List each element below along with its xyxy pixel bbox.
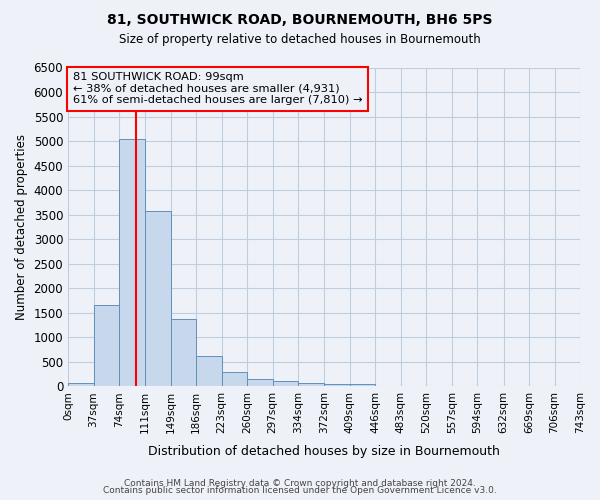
Bar <box>247 379 272 386</box>
Bar <box>68 383 94 386</box>
Text: 81, SOUTHWICK ROAD, BOURNEMOUTH, BH6 5PS: 81, SOUTHWICK ROAD, BOURNEMOUTH, BH6 5PS <box>107 12 493 26</box>
Bar <box>298 383 325 386</box>
Bar <box>119 138 145 386</box>
Text: Size of property relative to detached houses in Bournemouth: Size of property relative to detached ho… <box>119 32 481 46</box>
Text: Contains public sector information licensed under the Open Government Licence v3: Contains public sector information licen… <box>103 486 497 495</box>
Y-axis label: Number of detached properties: Number of detached properties <box>15 134 28 320</box>
Bar <box>350 384 376 386</box>
Bar <box>272 381 298 386</box>
Bar <box>145 211 171 386</box>
Bar <box>171 318 196 386</box>
Bar <box>221 372 247 386</box>
Bar <box>196 356 221 386</box>
Text: 81 SOUTHWICK ROAD: 99sqm
← 38% of detached houses are smaller (4,931)
61% of sem: 81 SOUTHWICK ROAD: 99sqm ← 38% of detach… <box>73 72 362 106</box>
Bar <box>94 306 119 386</box>
Bar <box>325 384 350 386</box>
X-axis label: Distribution of detached houses by size in Bournemouth: Distribution of detached houses by size … <box>148 444 500 458</box>
Text: Contains HM Land Registry data © Crown copyright and database right 2024.: Contains HM Land Registry data © Crown c… <box>124 478 476 488</box>
